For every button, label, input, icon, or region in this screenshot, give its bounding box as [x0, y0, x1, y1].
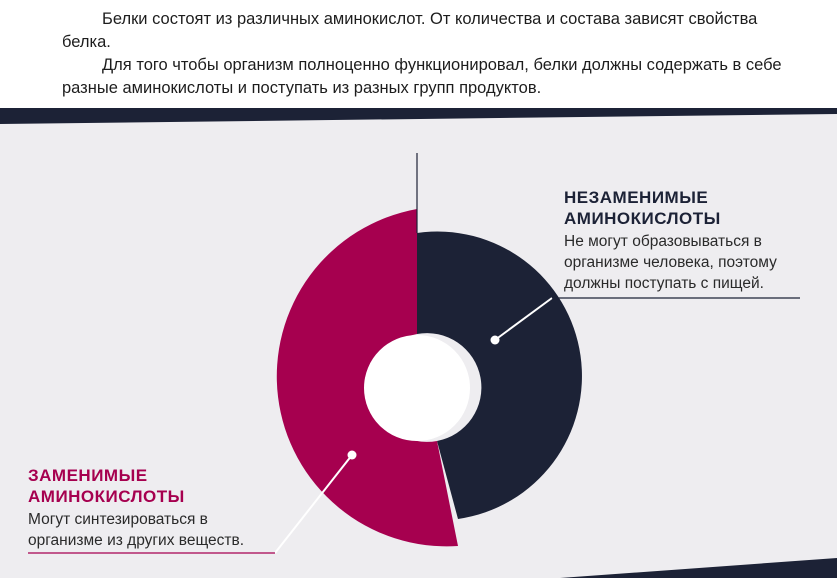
nonessential-label: ЗАМЕНИМЫЕ АМИНОКИСЛОТЫ Могут синтезирова… — [28, 465, 268, 551]
nonessential-desc-line-1: Могут синтезироваться в — [28, 511, 208, 528]
essential-desc-line-2: организме человека, поэтому — [564, 254, 777, 271]
nonessential-leader-dot — [347, 450, 357, 460]
paragraph-organism: Для того чтобы организм полноценно функц… — [62, 56, 782, 97]
essential-desc-line-1: Не могут образовываться в — [564, 233, 762, 250]
essential-desc-line-3: должны поступать с пищей. — [564, 275, 764, 292]
essential-title-line-1: НЕЗАМЕНИМЫЕ — [564, 188, 709, 207]
nonessential-title-line-2: АМИНОКИСЛОТЫ — [28, 487, 185, 506]
essential-leader-dot — [490, 335, 500, 345]
paragraph-amino-acids: Белки состоят из различных аминокислот. … — [62, 10, 758, 51]
intro-text: Белки состоят из различных аминокислот. … — [0, 0, 837, 108]
nonessential-leader-line — [274, 454, 353, 554]
bottom-diagonal-band — [560, 558, 837, 578]
essential-label: НЕЗАМЕНИМЫЕ АМИНОКИСЛОТЫ Не могут образо… — [564, 187, 804, 294]
nonessential-title-line-1: ЗАМЕНИМЫЕ — [28, 466, 148, 485]
essential-title-line-2: АМИНОКИСЛОТЫ — [564, 209, 721, 228]
top-diagonal-band — [0, 108, 837, 124]
nonessential-desc-line-2: организме из других веществ. — [28, 532, 245, 549]
essential-segment — [417, 231, 582, 519]
donut-hole — [364, 335, 470, 441]
essential-leader-line — [494, 297, 553, 341]
